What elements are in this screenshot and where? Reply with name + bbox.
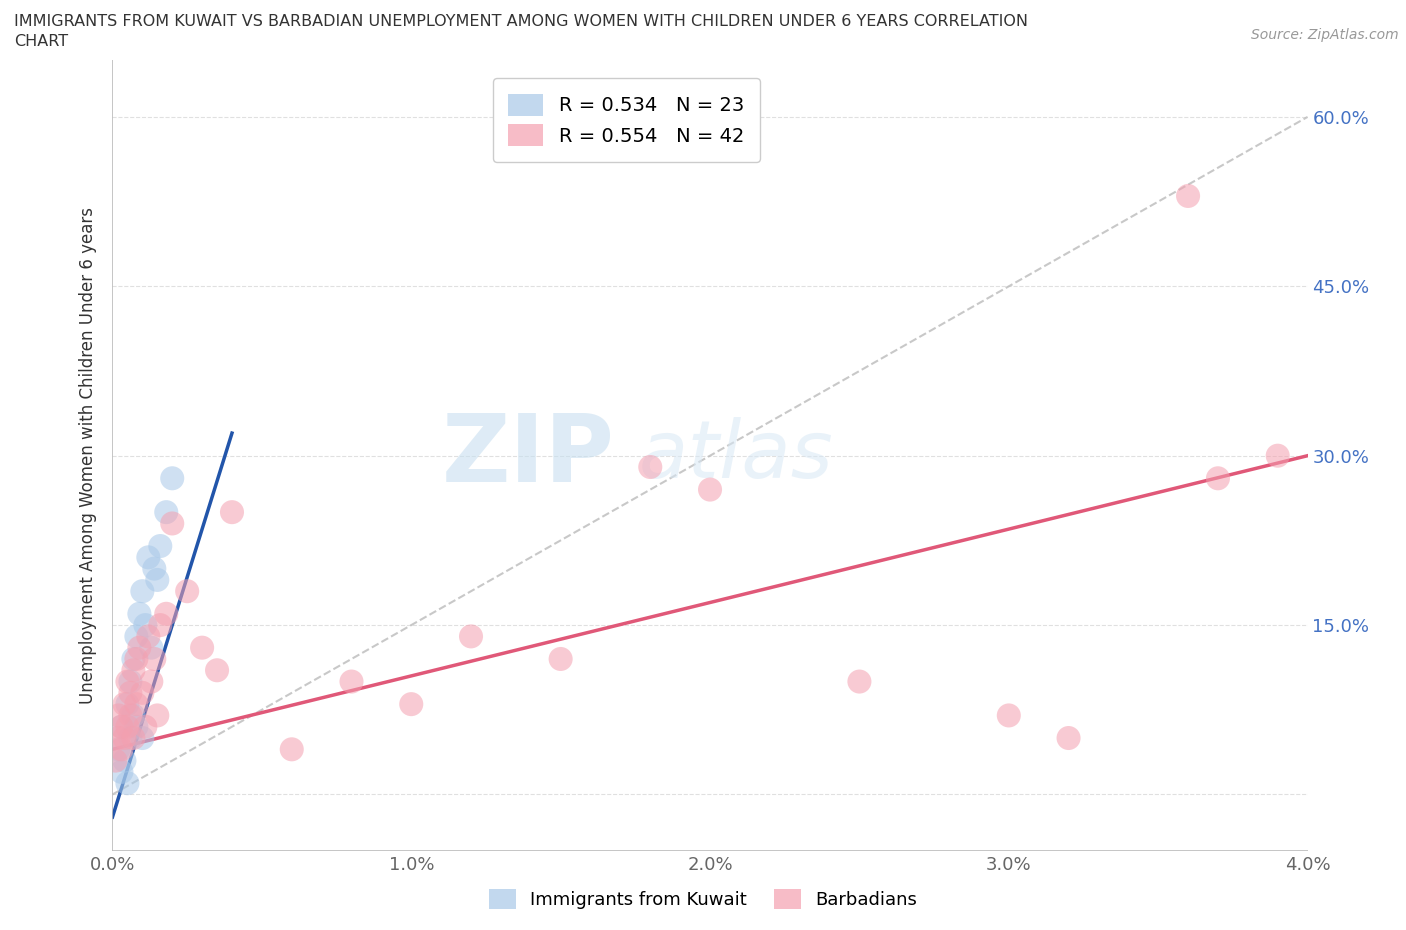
Point [117, 719, 139, 734]
Point [281, 742, 304, 757]
Point [848, 674, 870, 689]
Point [125, 652, 148, 667]
Point [107, 742, 129, 757]
Point [117, 776, 139, 790]
Point [162, 471, 183, 485]
Point [117, 697, 139, 711]
Point [131, 584, 153, 599]
Point [191, 640, 214, 655]
Point [122, 708, 145, 723]
Point [155, 606, 177, 621]
Point [117, 674, 139, 689]
Point [120, 731, 142, 746]
Point [122, 663, 145, 678]
Point [149, 618, 172, 632]
Point [125, 629, 148, 644]
Point [114, 753, 135, 768]
Point [155, 505, 177, 520]
Point [120, 674, 142, 689]
Point [138, 629, 160, 644]
Point [138, 550, 160, 565]
Point [125, 697, 148, 711]
Point [550, 652, 572, 667]
Point [110, 742, 132, 757]
Point [128, 640, 150, 655]
Point [141, 674, 163, 689]
Point [205, 663, 228, 678]
Point [340, 674, 363, 689]
Point [221, 505, 243, 520]
Point [141, 640, 163, 655]
Point [110, 719, 132, 734]
Legend: R = 0.534   N = 23, R = 0.554   N = 42: R = 0.534 N = 23, R = 0.554 N = 42 [494, 78, 759, 162]
Point [128, 606, 150, 621]
Point [131, 685, 153, 700]
Point [143, 561, 166, 576]
Point [134, 618, 156, 632]
Point [125, 719, 148, 734]
Point [460, 629, 482, 644]
Point [120, 708, 142, 723]
Point [640, 459, 662, 474]
Point [122, 731, 145, 746]
Y-axis label: Unemployment Among Women with Children Under 6 years: Unemployment Among Women with Children U… [79, 207, 97, 704]
Point [134, 719, 156, 734]
Point [120, 685, 142, 700]
Point [107, 731, 129, 746]
Point [110, 764, 132, 779]
Text: CHART: CHART [14, 34, 67, 49]
Point [107, 708, 129, 723]
Point [143, 652, 166, 667]
Point [162, 516, 183, 531]
Point [131, 731, 153, 746]
Point [114, 697, 135, 711]
Point [998, 708, 1021, 723]
Point [114, 731, 135, 746]
Text: IMMIGRANTS FROM KUWAIT VS BARBADIAN UNEMPLOYMENT AMONG WOMEN WITH CHILDREN UNDER: IMMIGRANTS FROM KUWAIT VS BARBADIAN UNEM… [14, 14, 1028, 29]
Point [146, 573, 169, 588]
Point [1206, 471, 1229, 485]
Point [1177, 189, 1199, 204]
Point [149, 538, 172, 553]
Point [176, 584, 198, 599]
Point [401, 697, 423, 711]
Point [699, 482, 721, 497]
Point [122, 652, 145, 667]
Text: atlas: atlas [638, 417, 834, 495]
Point [110, 719, 132, 734]
Text: Source: ZipAtlas.com: Source: ZipAtlas.com [1251, 28, 1399, 42]
Point [104, 753, 127, 768]
Point [1267, 448, 1289, 463]
Point [146, 708, 169, 723]
Legend: Immigrants from Kuwait, Barbadians: Immigrants from Kuwait, Barbadians [481, 882, 925, 916]
Text: ZIP: ZIP [441, 410, 614, 501]
Point [1057, 731, 1080, 746]
